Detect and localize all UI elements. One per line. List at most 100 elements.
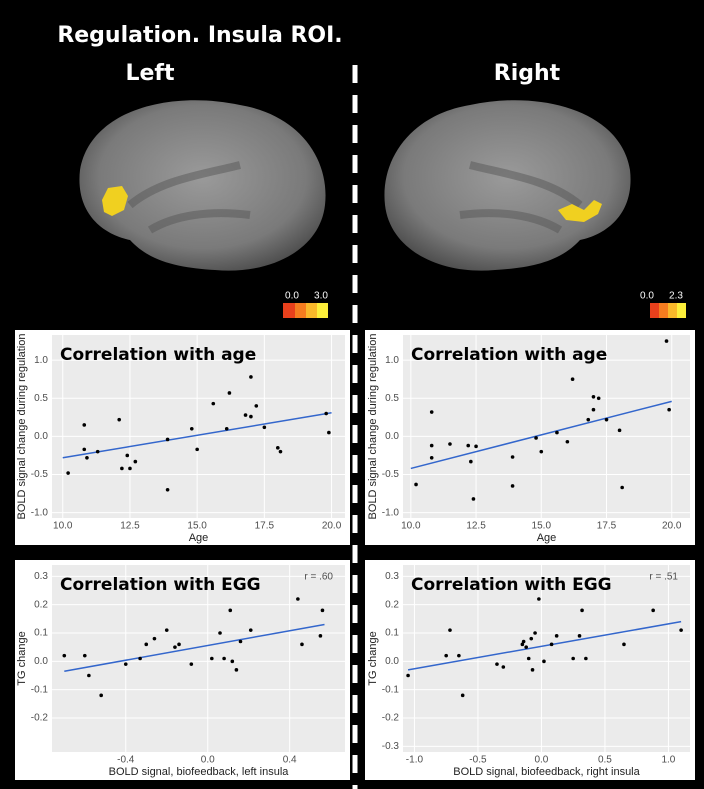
data-point	[320, 608, 325, 613]
colorbar-max: 2.3	[669, 291, 683, 302]
data-point	[596, 396, 601, 401]
data-point	[210, 656, 214, 661]
data-point	[429, 455, 434, 460]
data-point	[530, 668, 535, 672]
right-colorbar: 0.0 2.3	[640, 291, 686, 318]
data-point	[466, 443, 471, 448]
data-point	[460, 693, 465, 698]
y-tick-label: 0.5	[34, 393, 48, 404]
x-axis-title: BOLD signal, biofeedback, left insula	[109, 766, 290, 778]
plot-area	[52, 335, 345, 518]
data-point	[228, 608, 233, 613]
data-point	[577, 634, 582, 638]
data-point	[542, 659, 546, 664]
data-point	[318, 634, 323, 638]
x-tick-label: 17.5	[255, 521, 275, 532]
data-point	[510, 455, 515, 459]
data-point	[278, 449, 283, 454]
data-point	[474, 444, 478, 449]
left-brain	[79, 100, 326, 271]
y-tick-label: 1.0	[34, 355, 48, 366]
data-point	[218, 631, 222, 635]
data-point	[324, 411, 328, 416]
y-tick-label: 0.0	[34, 431, 48, 442]
data-point	[230, 659, 235, 664]
data-point	[275, 446, 280, 450]
y-tick-label: 0.0	[34, 656, 48, 667]
data-point	[243, 413, 248, 417]
chart-title: Correlation with age	[411, 345, 607, 365]
data-point	[622, 642, 626, 647]
y-tick-label: 0.3	[34, 571, 48, 582]
y-axis-title: TG change	[367, 631, 379, 685]
data-point	[591, 394, 596, 399]
data-point	[584, 656, 588, 661]
data-point	[95, 449, 100, 454]
y-tick-label: -1.0	[382, 507, 400, 518]
data-point	[85, 455, 89, 460]
x-axis-title: BOLD signal, biofeedback, right insula	[453, 766, 640, 778]
x-tick-label: 0.0	[201, 755, 215, 766]
data-point	[117, 417, 122, 422]
x-tick-label: 15.0	[187, 521, 207, 532]
data-point	[414, 482, 418, 487]
data-point	[82, 447, 87, 452]
data-point	[144, 642, 149, 647]
chart-panel: -0.4 0.0 0.4 0.3 0.2 0.1 0.0 -0.1 -0.2 Correlatio…	[15, 560, 350, 780]
data-point	[262, 425, 267, 430]
data-point	[586, 417, 591, 422]
figure-title: Regulation. Insula ROI.	[57, 23, 342, 48]
x-tick-label: 0.4	[283, 755, 297, 766]
data-point	[565, 439, 570, 444]
data-point	[165, 437, 170, 442]
data-point	[448, 442, 452, 446]
data-point	[520, 642, 525, 647]
data-point	[66, 471, 70, 475]
data-point	[224, 426, 229, 431]
data-point	[99, 693, 103, 698]
chart-title: Correlation with EGG	[411, 575, 612, 595]
data-point	[524, 645, 528, 649]
data-point	[164, 628, 169, 632]
data-point	[238, 639, 243, 644]
data-point	[651, 608, 655, 613]
data-point	[526, 656, 531, 661]
x-tick-label: -0.4	[117, 755, 135, 766]
y-tick-label: -1.0	[31, 507, 49, 518]
data-point	[254, 404, 259, 408]
data-point	[87, 673, 91, 678]
data-point	[591, 407, 596, 412]
trend-line	[64, 623, 325, 672]
data-point	[222, 656, 226, 661]
data-point	[82, 423, 87, 427]
data-point	[195, 447, 199, 452]
data-point	[248, 628, 253, 632]
data-point	[189, 426, 194, 431]
plot-area	[403, 565, 690, 752]
trend-line	[410, 400, 672, 470]
data-point	[533, 631, 537, 635]
x-tick-label: 20.0	[322, 521, 342, 532]
data-point	[448, 628, 452, 632]
data-point	[429, 410, 434, 414]
left-label: Left	[125, 61, 175, 86]
data-point	[529, 636, 534, 641]
x-tick-label: 0.0	[534, 755, 548, 766]
x-tick-label: -1.0	[406, 755, 424, 766]
data-point	[429, 443, 434, 448]
data-point	[570, 377, 575, 382]
y-tick-label: 0.0	[385, 656, 399, 667]
data-point	[471, 497, 476, 501]
colorbar-min: 0.0	[285, 291, 299, 302]
y-tick-label: -0.3	[382, 741, 400, 752]
chart-title: Correlation with age	[60, 345, 256, 365]
data-point	[617, 428, 622, 433]
left-colorbar: 0.0 3.0	[283, 291, 328, 318]
colorbar-max: 3.0	[314, 291, 328, 302]
x-tick-label: -0.5	[469, 755, 487, 766]
data-point	[495, 662, 499, 666]
data-point	[510, 484, 515, 488]
data-point	[133, 459, 138, 464]
x-tick-label: 12.5	[120, 521, 140, 532]
y-axis-title: BOLD signal change during regulation	[367, 334, 379, 520]
